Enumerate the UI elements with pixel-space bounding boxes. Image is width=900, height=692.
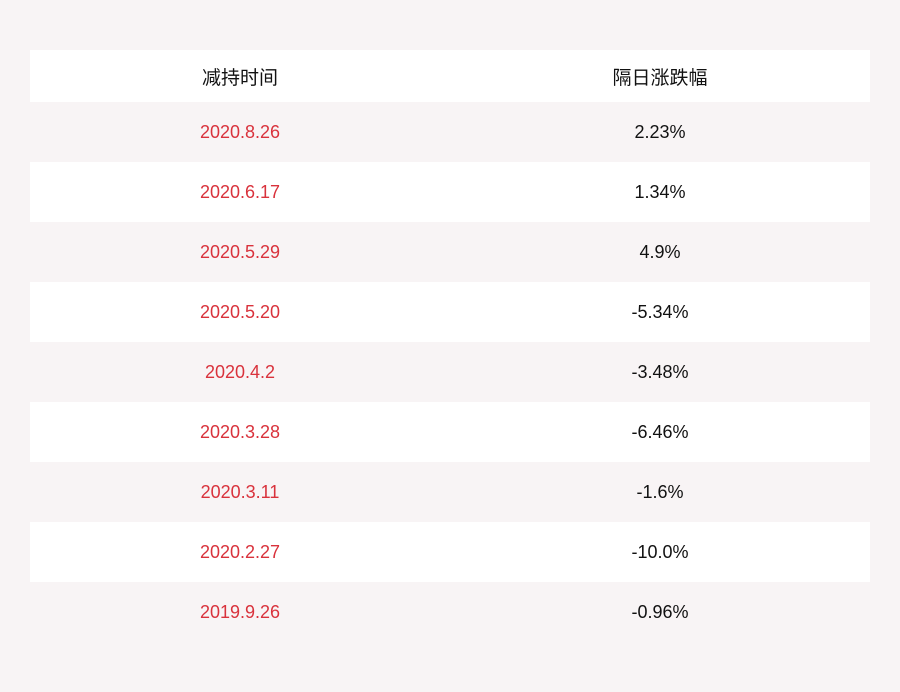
change-cell: -5.34% bbox=[631, 301, 689, 322]
change-cell: -1.6% bbox=[636, 481, 684, 502]
table-row: 2019.9.26 -0.96% bbox=[30, 582, 870, 642]
header-next-day-change: 隔日涨跌幅 bbox=[612, 67, 708, 89]
reduction-table: 减持时间 隔日涨跌幅 2020.8.26 2.23% 2020.6.17 1.3… bbox=[30, 50, 870, 642]
table-row: 2020.2.27 -10.0% bbox=[30, 522, 870, 582]
table-row: 2020.4.2 -3.48% bbox=[30, 342, 870, 402]
change-cell: 4.9% bbox=[639, 241, 681, 262]
change-cell: 1.34% bbox=[634, 181, 686, 202]
change-cell: -6.46% bbox=[631, 421, 689, 442]
date-cell: 2019.9.26 bbox=[199, 601, 281, 622]
table-header: 减持时间 隔日涨跌幅 bbox=[30, 50, 870, 102]
date-cell: 2020.8.26 bbox=[199, 121, 281, 142]
table-row: 2020.3.11 -1.6% bbox=[30, 462, 870, 522]
table-row: 2020.8.26 2.23% bbox=[30, 102, 870, 162]
date-cell: 2020.3.28 bbox=[199, 421, 281, 442]
table-row: 2020.3.28 -6.46% bbox=[30, 402, 870, 462]
date-cell: 2020.6.17 bbox=[199, 181, 281, 202]
date-cell: 2020.5.29 bbox=[199, 241, 281, 262]
change-cell: 2.23% bbox=[634, 121, 686, 142]
change-cell: -10.0% bbox=[631, 541, 689, 562]
date-cell: 2020.5.20 bbox=[199, 301, 281, 322]
change-cell: -3.48% bbox=[631, 361, 689, 382]
table-row: 2020.5.29 4.9% bbox=[30, 222, 870, 282]
date-cell: 2020.2.27 bbox=[199, 541, 281, 562]
date-cell: 2020.4.2 bbox=[204, 361, 276, 382]
date-cell: 2020.3.11 bbox=[200, 481, 280, 502]
table-row: 2020.6.17 1.34% bbox=[30, 162, 870, 222]
change-cell: -0.96% bbox=[631, 601, 689, 622]
table-row: 2020.5.20 -5.34% bbox=[30, 282, 870, 342]
header-reduction-date: 减持时间 bbox=[201, 67, 278, 89]
